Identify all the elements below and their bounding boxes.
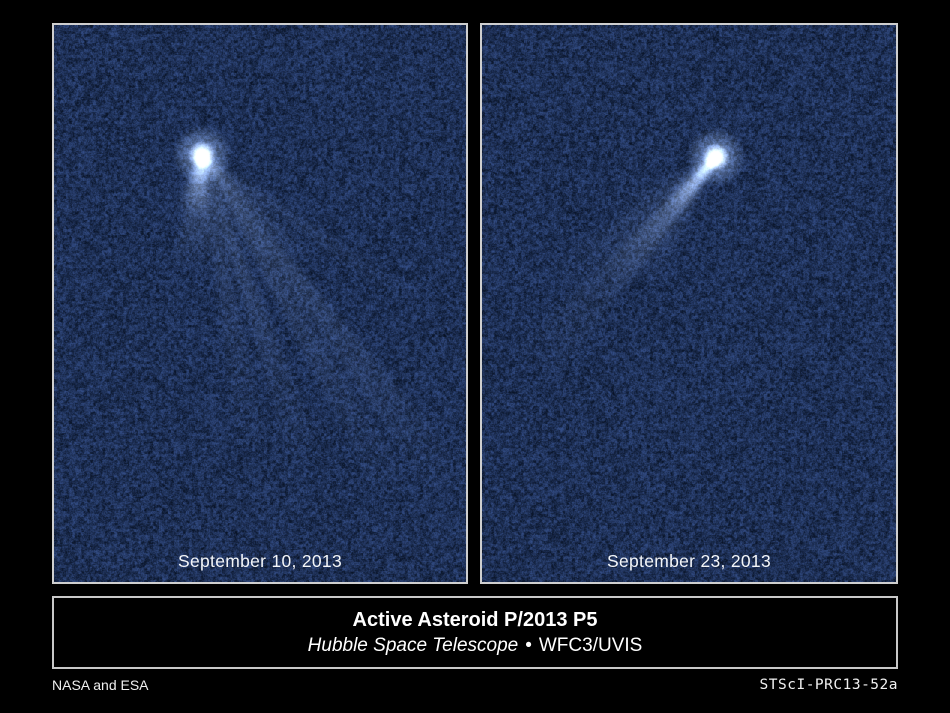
hubble-panel-sept-23: September 23, 2013 [480, 23, 898, 584]
date-label-right: September 23, 2013 [482, 551, 896, 572]
bullet-separator: • [525, 635, 532, 656]
hubble-panel-sept-10: September 10, 2013 [52, 23, 468, 584]
caption-title: Active Asteroid P/2013 P5 [353, 608, 598, 632]
caption-telescope-name: Hubble Space Telescope [308, 635, 519, 656]
date-label-left: September 10, 2013 [54, 551, 466, 572]
space-image-canvas-left [54, 25, 466, 582]
caption-instrument-name: WFC3/UVIS [539, 635, 642, 656]
release-id: STScI-PRC13-52a [760, 677, 898, 693]
caption-subtitle: Hubble Space Telescope • WFC3/UVIS [308, 634, 643, 657]
space-image-canvas-right [482, 25, 896, 582]
press-release-graphic: September 10, 2013 September 23, 2013 Ac… [0, 0, 950, 713]
credit-text: NASA and ESA [52, 677, 149, 693]
caption-box: Active Asteroid P/2013 P5 Hubble Space T… [52, 596, 898, 669]
